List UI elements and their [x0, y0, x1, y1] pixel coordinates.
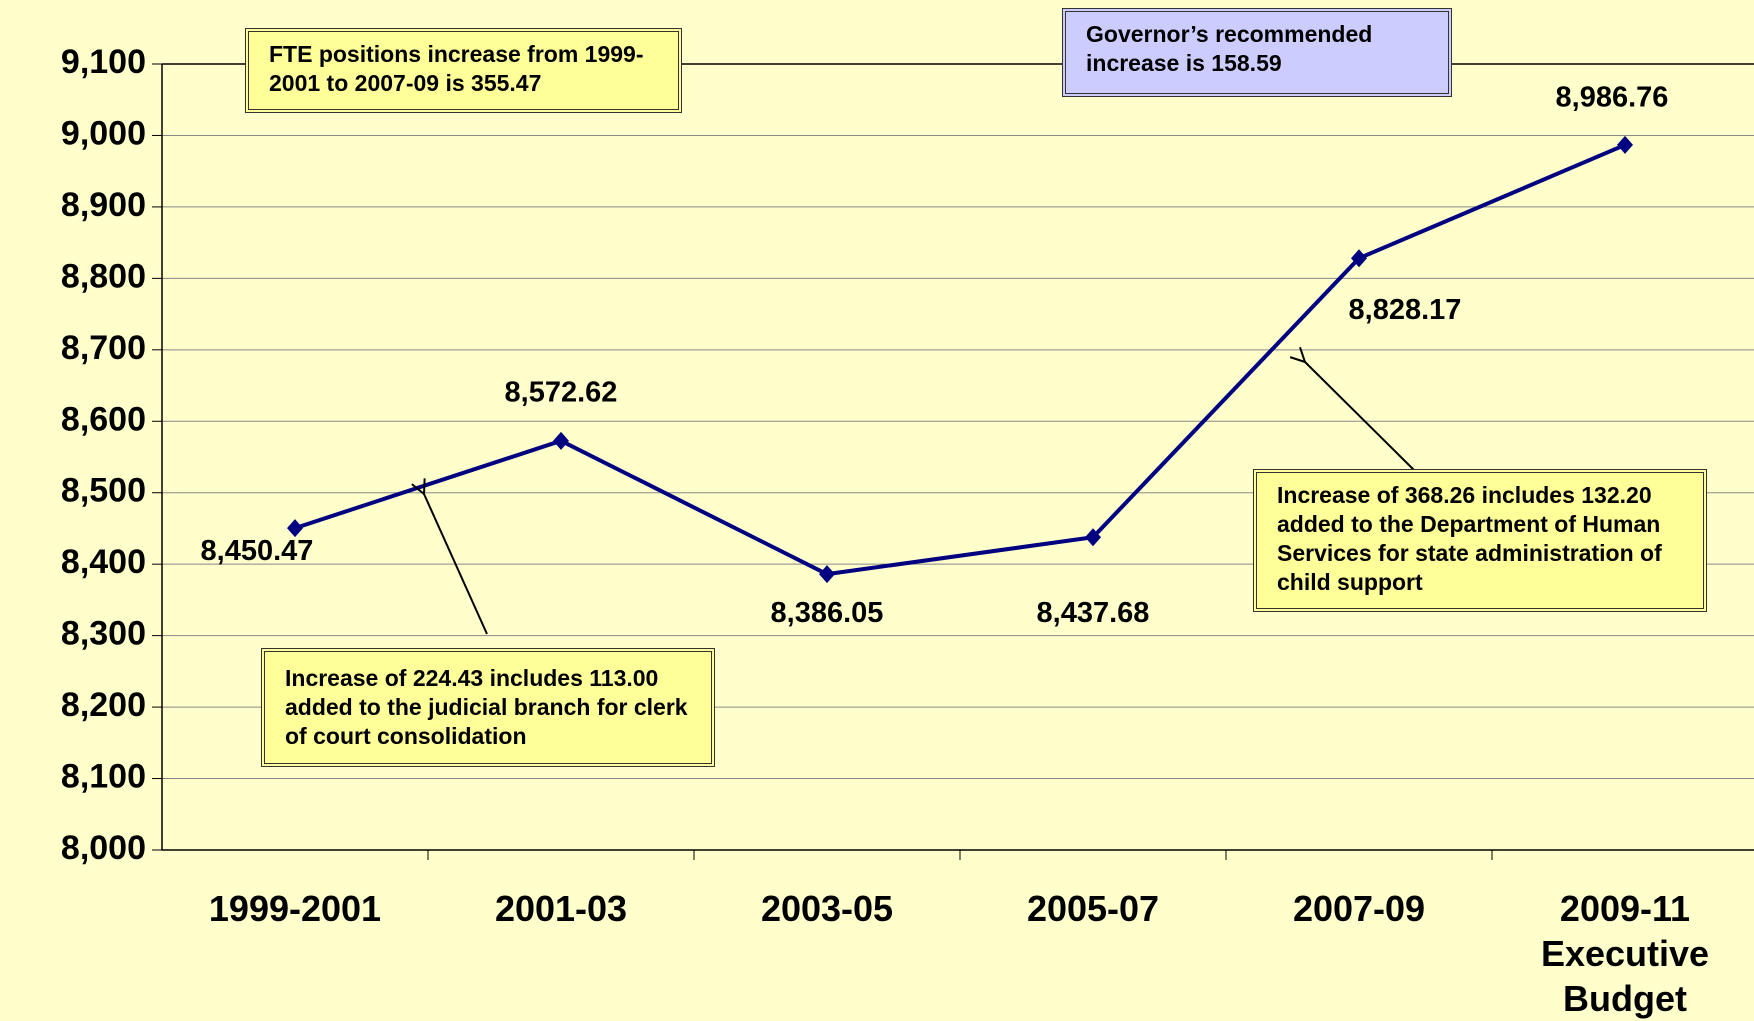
x-tick-label: 2007-09 — [1292, 888, 1426, 929]
y-tick-label: 8,100 — [61, 758, 146, 796]
y-tick-label: 8,800 — [61, 257, 146, 295]
y-tick-label: 8,600 — [61, 400, 146, 438]
y-tick-label: 8,200 — [61, 686, 146, 724]
point — [1617, 135, 1633, 154]
annotation: Governor’s recommended increase is 158.5… — [1062, 8, 1452, 97]
annotation: Increase of 368.26 includes 132.20 added… — [1253, 469, 1707, 612]
point — [819, 565, 835, 584]
data-label: 8,828.17 — [1349, 294, 1462, 326]
arrow — [1305, 362, 1416, 472]
data-label: 8,386.05 — [771, 597, 884, 629]
x-tick-label: 2005-07 — [1026, 888, 1160, 929]
y-tick-label: 9,100 — [61, 43, 146, 81]
annotation: Increase of 224.43 includes 113.00 added… — [261, 648, 715, 767]
x-tick-label: 1999-2001 — [208, 888, 382, 929]
data-label: 8,450.47 — [201, 535, 314, 567]
point — [287, 519, 303, 538]
point — [553, 431, 569, 450]
y-tick-label: 8,500 — [61, 472, 146, 510]
y-tick-label: 9,000 — [61, 114, 146, 152]
annotation: FTE positions increase from 1999-2001 to… — [245, 28, 682, 113]
point — [1351, 249, 1367, 268]
y-tick-label: 8,300 — [61, 615, 146, 653]
data-label: 8,572.62 — [505, 376, 618, 408]
x-tick-label: 2009-11 Executive Budget — [1540, 888, 1710, 1019]
y-tick-label: 8,900 — [61, 186, 146, 224]
y-tick-label: 8,700 — [61, 329, 146, 367]
y-tick-label: 8,000 — [61, 829, 146, 867]
arrow — [424, 494, 488, 635]
x-tick-label: 2001-03 — [494, 888, 628, 929]
x-tick-label: 2003-05 — [760, 888, 894, 929]
point — [1085, 528, 1101, 547]
data-label: 8,986.76 — [1556, 82, 1669, 114]
data-label: 8,437.68 — [1037, 597, 1150, 629]
y-tick-label: 8,400 — [61, 543, 146, 581]
line — [294, 143, 1626, 577]
